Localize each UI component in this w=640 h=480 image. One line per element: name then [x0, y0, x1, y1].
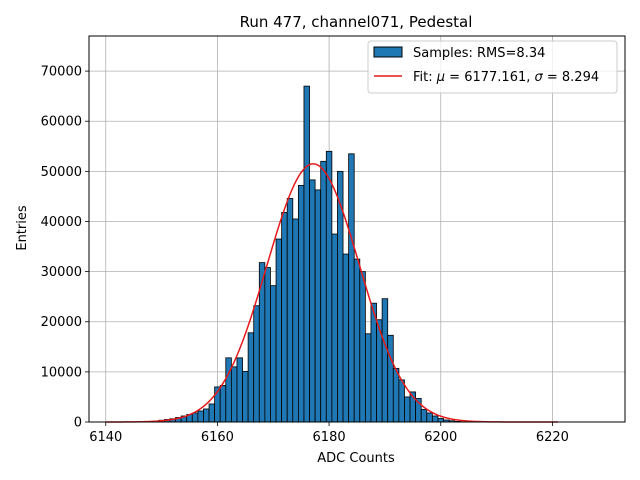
histogram-bar [225, 357, 232, 423]
histogram-bar [236, 357, 243, 423]
legend-histogram-label: Samples: RMS=8.34 [413, 46, 545, 61]
y-tick-label: 20000 [41, 315, 82, 330]
histogram-bar [191, 412, 199, 423]
legend-histogram-swatch [373, 46, 403, 58]
histogram-bar [426, 412, 433, 423]
x-tick-label: 6160 [201, 430, 234, 445]
histogram-bar [404, 396, 411, 423]
histogram-bar [353, 258, 361, 423]
x-tick-label: 6200 [424, 430, 457, 445]
y-tick-label: 50000 [41, 165, 82, 180]
y-axis-label: Entries [15, 205, 30, 251]
legend-fit-prefix: Fit: [413, 70, 437, 85]
y-tick-label: 10000 [41, 365, 82, 380]
histogram-bar [348, 153, 355, 423]
y-tick-label: 0 [74, 416, 82, 431]
histogram-bar [264, 267, 271, 423]
y-tick-label: 30000 [41, 265, 82, 280]
histogram-bar [270, 285, 277, 423]
x-tick-label: 6140 [89, 430, 122, 445]
histogram-bar [281, 212, 288, 423]
histogram-bar [242, 370, 249, 423]
histogram-bar [364, 333, 372, 423]
x-axis: 6140 6160 6180 6200 6220 [89, 422, 569, 445]
x-tick-label: 6220 [536, 430, 569, 445]
histogram-bar [398, 379, 405, 423]
histogram-bar [431, 415, 439, 423]
legend: Samples: RMS=8.34 Fit: μ = 6177.161, σ =… [367, 40, 618, 94]
histogram-bar [292, 218, 299, 423]
histogram-bar [420, 409, 428, 423]
x-axis-label: ADC Counts [317, 451, 395, 466]
histogram-bar [253, 305, 260, 423]
x-tick-label: 6180 [313, 430, 346, 445]
histogram-bar [342, 253, 350, 423]
histogram-bar [219, 385, 227, 423]
legend-fit-mu-symbol: μ [436, 70, 445, 85]
histogram-bar [286, 198, 294, 423]
histogram-bar [325, 150, 333, 423]
histogram-bar [247, 332, 255, 423]
y-tick-label: 60000 [41, 115, 82, 130]
histogram-bar [203, 408, 210, 423]
histogram-bar [303, 85, 310, 423]
histogram-bar [370, 302, 377, 423]
histogram-bar [381, 298, 389, 423]
histogram-bar [437, 418, 444, 423]
histogram-bar [275, 238, 283, 423]
histogram-bar [297, 184, 305, 423]
histogram-bar [320, 160, 327, 423]
histogram-bar [331, 233, 338, 423]
histogram-bar [230, 366, 238, 423]
histogram-bar [314, 189, 322, 423]
y-axis: 0 10000 20000 30000 40000 50000 60000 70000 [41, 65, 89, 431]
plot-frame [88, 35, 626, 423]
y-tick-label: 70000 [41, 65, 82, 80]
legend-fit-sigma-symbol: σ [535, 70, 544, 85]
histogram-bar [359, 271, 366, 423]
histogram-bar [197, 410, 204, 423]
legend-fit-sigma-value: = 8.294 [543, 70, 599, 85]
y-tick-label: 40000 [41, 215, 82, 230]
chart-title: Run 477, channel071, Pedestal [240, 13, 473, 31]
histogram-bar [387, 334, 394, 423]
histogram-bar [392, 367, 400, 423]
legend-fit-mu-value: = 6177.161, [445, 70, 534, 85]
histogram-bar [309, 179, 316, 423]
legend-box [367, 40, 618, 94]
legend-fit-label: Fit: μ = 6177.161, σ = 8.294 [413, 70, 599, 85]
histogram-bar [208, 403, 216, 423]
